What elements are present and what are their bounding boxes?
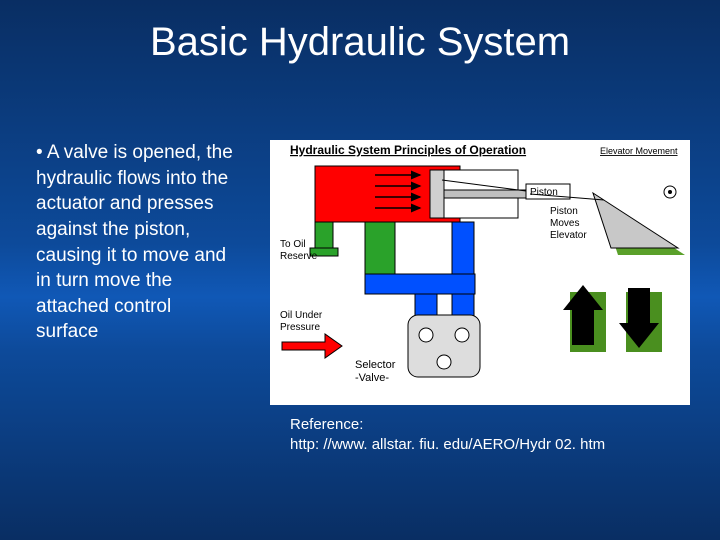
label-to-oil-l1: To Oil [280, 239, 306, 250]
slide: Basic Hydraulic System • A valve is open… [0, 0, 720, 540]
label-oil-pressure-l2: Pressure [280, 322, 320, 333]
slide-title: Basic Hydraulic System [0, 20, 720, 65]
label-oil-pressure-l1: Oil Under [280, 310, 323, 321]
diagram-svg: Hydraulic System Principles of Operation… [270, 140, 690, 405]
valve-port-1 [419, 328, 433, 342]
valve-port-2 [455, 328, 469, 342]
blue-horiz-pipe [365, 274, 475, 294]
bullet-text: • A valve is opened, the hydraulic flows… [36, 140, 236, 345]
reference-url: http: //www. allstar. fiu. edu/AERO/Hydr… [290, 436, 605, 453]
label-selector-l2: -Valve- [355, 372, 389, 384]
piston-rod [444, 190, 530, 198]
elevator-surface [593, 193, 678, 248]
elevator-pivot-dot [668, 190, 672, 194]
label-piston-moves-l2: Moves [550, 218, 579, 229]
label-to-oil-l2: Reserve [280, 251, 318, 262]
diagram-heading: Hydraulic System Principles of Operation [290, 143, 526, 157]
piston-head [430, 170, 444, 218]
reference-label: Reference: [290, 416, 363, 433]
reserve-pipe [315, 222, 333, 248]
blue-up-pipe [452, 222, 474, 274]
reference-block: Reference: http: //www. allstar. fiu. ed… [290, 415, 690, 454]
label-selector-l1: Selector [355, 359, 396, 371]
label-piston-moves-l3: Elevator [550, 230, 587, 241]
label-piston-moves-l1: Piston [550, 206, 578, 217]
valve-port-3 [437, 355, 451, 369]
hydraulic-diagram: Hydraulic System Principles of Operation… [270, 140, 690, 405]
pressure-arrow [282, 334, 342, 358]
label-elevator-movement: Elevator Movement [600, 146, 678, 156]
